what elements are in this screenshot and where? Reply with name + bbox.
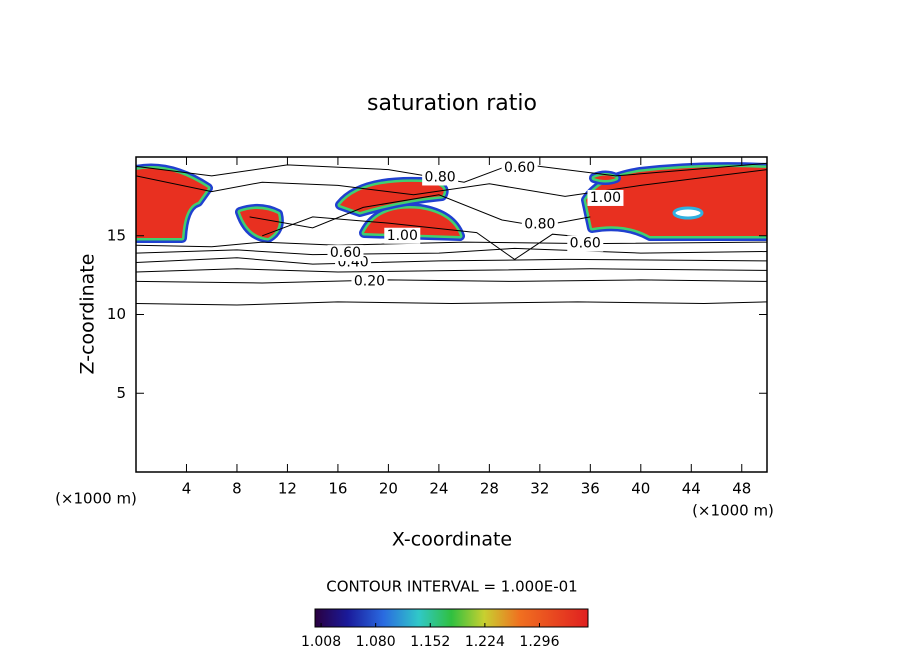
x-tick-label: 36 xyxy=(581,480,600,498)
contour-label: 0.80 xyxy=(425,169,456,185)
contour-label-bg xyxy=(501,160,538,177)
x-tick-label: 40 xyxy=(631,480,650,498)
x-tick-label: 20 xyxy=(379,480,398,498)
x-tick-label: 44 xyxy=(682,480,701,498)
x-tick-label: 48 xyxy=(732,480,751,498)
contour-label-bg xyxy=(587,189,624,206)
x-axis-label: X-coordinate xyxy=(392,529,512,551)
y-axis-label: Z-coordinate xyxy=(77,254,99,375)
contour-label: 0.60 xyxy=(570,236,601,252)
y-tick-label: 15 xyxy=(107,226,126,244)
supersaturation-core xyxy=(586,167,767,236)
contour-line xyxy=(136,257,767,265)
contour-label: 0.20 xyxy=(354,273,385,289)
contour-line xyxy=(136,301,767,306)
contour-label-bg xyxy=(384,227,421,244)
contour-interval: CONTOUR INTERVAL = 1.000E-01 xyxy=(326,578,577,596)
contour-label-bg xyxy=(422,169,459,186)
chart-title: saturation ratio xyxy=(367,91,537,116)
supersaturation-core xyxy=(240,208,279,238)
x-unit-right: (×1000 m) xyxy=(692,502,774,520)
contour-label-bg xyxy=(327,245,364,262)
contour-line xyxy=(136,279,767,284)
contour-line xyxy=(136,169,767,197)
dry-spot xyxy=(672,206,704,220)
contour-label-bg xyxy=(521,216,558,233)
contour-label: 1.00 xyxy=(590,190,621,206)
colorbar-tick-label: 1.080 xyxy=(356,634,396,650)
contour-line xyxy=(262,216,603,261)
colorbar-tick-label: 1.152 xyxy=(410,634,450,650)
contour-line xyxy=(136,268,767,273)
contour-label-bg xyxy=(567,235,604,252)
contour-label: 1.00 xyxy=(387,228,418,244)
contour-label-bg xyxy=(351,273,388,290)
contour-label: 0.80 xyxy=(524,217,555,233)
x-tick-label: 4 xyxy=(182,480,192,498)
contour-line xyxy=(136,247,767,256)
x-tick-label: 32 xyxy=(530,480,549,498)
x-unit-left: (×1000 m) xyxy=(55,490,137,508)
supersaturation-core xyxy=(594,175,616,180)
supersaturation-core xyxy=(136,168,208,238)
contour-line xyxy=(136,162,767,183)
contour-label: 0.60 xyxy=(330,245,361,261)
x-tick-label: 12 xyxy=(278,480,297,498)
x-tick-label: 8 xyxy=(232,480,242,498)
y-tick-label: 10 xyxy=(107,305,126,323)
x-tick-label: 16 xyxy=(328,480,347,498)
x-tick-label: 28 xyxy=(480,480,499,498)
supersaturation-core xyxy=(340,181,444,212)
colorbar-tick-label: 1.008 xyxy=(301,634,341,650)
y-tick-label: 5 xyxy=(116,384,126,402)
colorbar-tick-label: 1.224 xyxy=(465,634,505,650)
contour-line xyxy=(136,241,767,248)
contour-label: 0.60 xyxy=(504,160,535,176)
colorbar-tick-label: 1.296 xyxy=(519,634,559,650)
x-tick-label: 24 xyxy=(429,480,448,498)
colorbar xyxy=(314,608,589,628)
